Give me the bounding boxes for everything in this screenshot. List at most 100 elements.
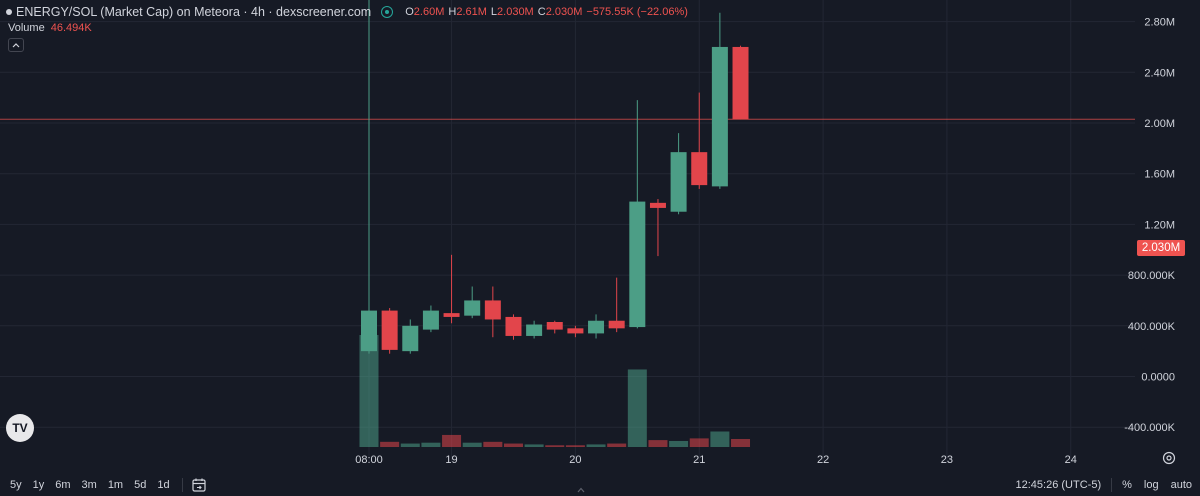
candle-body: [629, 201, 646, 328]
volume-bar: [648, 440, 668, 447]
volume-bar: [731, 438, 751, 447]
range-6m-button[interactable]: 6m: [55, 479, 71, 491]
range-1y-button[interactable]: 1y: [32, 479, 45, 491]
y-tick-label: 1.60M: [1144, 169, 1175, 181]
candle[interactable]: [402, 319, 419, 354]
volume-bar: [359, 335, 379, 447]
clock-time[interactable]: 12:45:26 (UTC-5): [1015, 479, 1102, 491]
candle[interactable]: [361, 0, 377, 354]
ohlc-low-value: 2.030M: [497, 6, 534, 18]
ohlc-low-key: L: [490, 6, 498, 18]
x-axis: 08:00 19 20 21 22 23 24: [355, 454, 1077, 466]
scroll-arrow-icon[interactable]: [577, 487, 585, 493]
candle[interactable]: [422, 305, 439, 333]
current-price-label: 2.030M: [1137, 240, 1185, 256]
volume-value: 46.494K: [50, 22, 92, 34]
candle-body: [526, 324, 543, 336]
volume-bar: [627, 369, 647, 447]
x-tick-label: 21: [693, 454, 705, 466]
bottom-toolbar: 5y 1y 6m 3m 1m 5d 1d 12:45:26 (UTC-5) % …: [0, 474, 1200, 496]
candle-body: [711, 46, 728, 187]
ohlc-high-key: H: [448, 6, 457, 18]
ohlc-open-key: O: [405, 6, 414, 18]
y-tick-label: 2.80M: [1144, 17, 1175, 29]
x-tick-label: 22: [817, 454, 829, 466]
x-tick-label: 08:00: [355, 454, 383, 466]
status-icon[interactable]: [381, 6, 394, 18]
candle-body: [608, 320, 625, 329]
y-tick-label: 0.0000: [1141, 372, 1175, 384]
candle[interactable]: [381, 308, 398, 354]
volume-bars: [359, 335, 751, 447]
y-tick-label: -400.000K: [1124, 422, 1175, 434]
grid: [0, 0, 1135, 462]
x-tick-label: 19: [445, 454, 457, 466]
candle-body: [505, 316, 522, 336]
candle-body: [361, 310, 377, 352]
ohlc-change-value: −575.55K (−22.06%): [586, 6, 688, 18]
volume-label: Volume: [8, 22, 45, 34]
tradingview-logo[interactable]: TV: [6, 414, 34, 442]
y-tick-label: -800.000K: [1124, 473, 1175, 474]
candle[interactable]: [526, 320, 543, 339]
candle[interactable]: [629, 100, 646, 329]
candle[interactable]: [484, 286, 501, 338]
candle[interactable]: [732, 45, 749, 120]
collapse-legend-button[interactable]: [8, 38, 24, 52]
candle[interactable]: [464, 286, 481, 319]
auto-toggle[interactable]: auto: [1170, 479, 1192, 491]
range-1m-button[interactable]: 1m: [107, 479, 124, 491]
divider: [181, 478, 183, 492]
candle[interactable]: [608, 277, 625, 333]
ohlc-high-value: 2.61M: [456, 6, 487, 18]
candle[interactable]: [588, 314, 605, 339]
candle[interactable]: [711, 12, 728, 189]
volume-bar: [607, 443, 627, 447]
range-3m-button[interactable]: 3m: [81, 479, 97, 491]
volume-bar: [669, 440, 689, 447]
candle-body: [670, 152, 687, 212]
bottom-right-controls: 12:45:26 (UTC-5) % log auto: [1016, 474, 1192, 496]
chart-area[interactable]: 5.60M5.20M4.80M4.40M4.00M3.60M3.20M2.80M…: [0, 0, 1200, 474]
volume-bar: [421, 442, 441, 447]
y-tick-label: 1.20M: [1144, 219, 1175, 231]
volume-bar: [503, 443, 523, 447]
candle-body: [588, 320, 605, 334]
candle-body: [422, 310, 439, 330]
candle[interactable]: [670, 133, 687, 215]
candle[interactable]: [505, 314, 522, 340]
x-tick-label: 23: [941, 454, 953, 466]
volume-bar: [483, 441, 503, 447]
volume-bar: [565, 445, 585, 447]
y-tick-label: 800.000K: [1128, 270, 1176, 282]
range-5y-button[interactable]: 5y: [10, 479, 22, 491]
y-tick-label: 2.40M: [1144, 67, 1175, 79]
x-tick-label: 24: [1065, 454, 1077, 466]
percent-toggle[interactable]: %: [1122, 479, 1132, 491]
volume-bar: [545, 445, 565, 447]
candle[interactable]: [443, 254, 460, 324]
candle[interactable]: [649, 199, 666, 257]
settings-icon[interactable]: [1161, 450, 1177, 466]
candle-body: [381, 310, 398, 350]
divider: [1111, 478, 1113, 492]
log-toggle[interactable]: log: [1143, 479, 1159, 491]
candle-body: [732, 46, 749, 120]
volume-bar: [689, 438, 709, 447]
candles: [361, 0, 749, 354]
y-tick-label: 400.000K: [1128, 321, 1176, 333]
chart-legend: ENERGY/SOL (Market Cap) on Meteora · 4h …: [6, 4, 688, 20]
x-tick-label: 20: [569, 454, 581, 466]
range-1d-button[interactable]: 1d: [157, 479, 170, 491]
volume-bar: [380, 441, 400, 447]
ohlc-close-value: 2.030M: [545, 6, 583, 18]
candle[interactable]: [691, 92, 708, 189]
range-5d-button[interactable]: 5d: [134, 479, 147, 491]
candle-body: [567, 328, 584, 334]
goto-date-icon[interactable]: [191, 477, 207, 493]
volume-bar: [400, 443, 420, 447]
candle[interactable]: [567, 325, 584, 338]
candle[interactable]: [546, 320, 563, 334]
candle-body: [649, 202, 666, 208]
y-tick-label: 2.00M: [1144, 118, 1175, 130]
